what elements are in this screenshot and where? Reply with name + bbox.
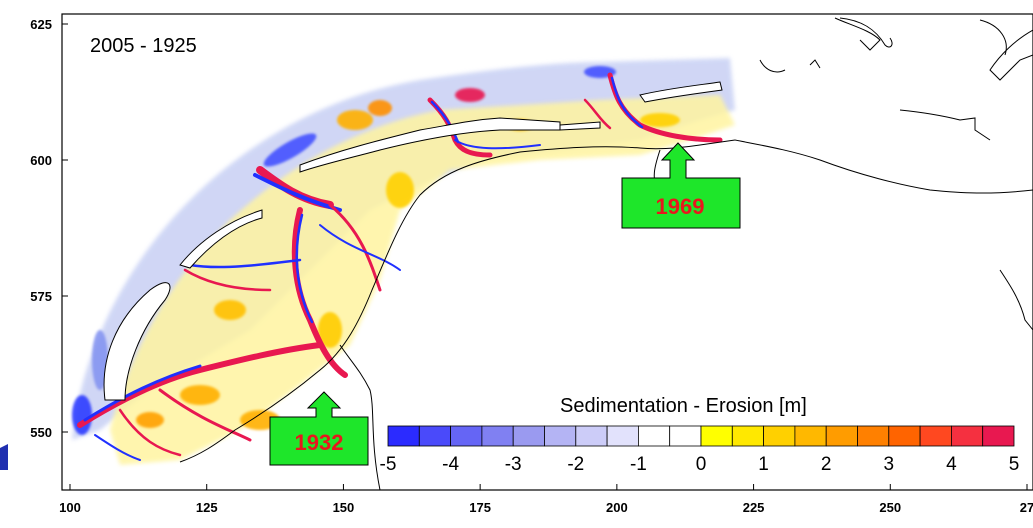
legend-swatch	[700, 425, 733, 447]
data-field	[72, 14, 1033, 490]
legend-swatch	[919, 425, 952, 447]
x-tick-label: 27	[1020, 500, 1033, 515]
tidal-channels	[77, 72, 723, 461]
legend-swatch	[387, 425, 420, 447]
legend-swatch	[857, 425, 890, 447]
x-tick-label: 225	[743, 500, 765, 515]
legend-swatch	[418, 425, 451, 447]
marker-1969: 1969	[621, 142, 741, 229]
period-label: 2005 - 1925	[90, 35, 197, 57]
x-tick-label: 250	[879, 500, 901, 515]
legend-swatch	[575, 425, 608, 447]
legend-swatch	[763, 425, 796, 447]
legend-swatch	[544, 425, 577, 447]
legend-tick-label: -4	[442, 454, 459, 475]
islands	[103, 81, 723, 401]
marker-1932: 1932	[269, 391, 369, 466]
x-tick-label: 175	[469, 500, 491, 515]
legend-colorbar	[387, 425, 1015, 447]
legend-swatch	[606, 425, 639, 447]
legend-tick-label: 4	[946, 454, 957, 475]
legend-tick-label: 0	[696, 454, 707, 475]
y-tick-label: 575	[30, 289, 52, 304]
legend-tick-label: -5	[380, 454, 397, 475]
y-tick-label: 600	[30, 153, 52, 168]
marker-year-1932: 1932	[295, 430, 344, 455]
legend-tick-label: 3	[884, 454, 895, 475]
marker-year-1969: 1969	[656, 194, 705, 219]
legend-tick-label: 1	[758, 454, 769, 475]
legend-swatch	[951, 425, 984, 447]
x-tick-label: 125	[196, 500, 218, 515]
x-axis: 100 125 150 175 200 225 250 27	[59, 484, 1033, 515]
x-tick-label: 100	[59, 500, 81, 515]
legend-title: Sedimentation - Erosion [m]	[560, 395, 807, 417]
legend-tick-label: 2	[821, 454, 832, 475]
y-tick-label: 625	[30, 17, 52, 32]
legend: Sedimentation - Erosion [m] -5 -4 -3 -2 -1 0 1…	[380, 395, 1020, 475]
mainland-coastline	[179, 139, 736, 463]
legend-swatch	[982, 425, 1015, 447]
sedimentation-patches	[136, 88, 680, 430]
legend-swatch	[512, 425, 545, 447]
sedimentation-field	[110, 95, 735, 465]
legend-swatch	[669, 425, 702, 447]
logo-fragment	[0, 444, 8, 470]
legend-swatch	[638, 425, 671, 447]
y-tick-label: 550	[30, 425, 52, 440]
legend-swatch	[794, 425, 827, 447]
legend-tick-labels: -5 -4 -3 -2 -1 0 1 2 3 4 5	[380, 454, 1020, 475]
legend-swatch	[888, 425, 921, 447]
legend-swatch	[481, 425, 514, 447]
legend-swatch	[731, 425, 764, 447]
legend-tick-label: -1	[630, 454, 647, 475]
arrow-1969	[621, 142, 741, 229]
y-axis: 550 575 600 625	[30, 17, 68, 440]
arrow-1932	[269, 391, 369, 466]
legend-swatch	[825, 425, 858, 447]
x-tick-label: 150	[333, 500, 355, 515]
legend-tick-label: -3	[505, 454, 522, 475]
legend-tick-label: 5	[1009, 454, 1020, 475]
legend-tick-label: -2	[567, 454, 584, 475]
legend-swatch	[450, 425, 483, 447]
x-tick-label: 200	[606, 500, 628, 515]
